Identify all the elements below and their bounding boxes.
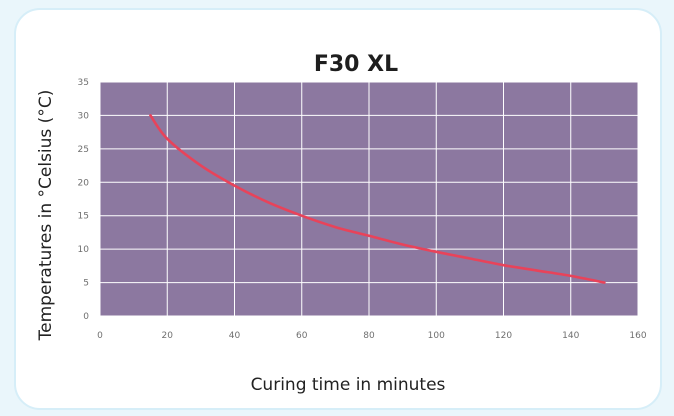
y-tick-label: 20 — [78, 178, 90, 188]
x-tick-label: 100 — [428, 331, 445, 341]
x-tick-label: 0 — [97, 331, 103, 341]
x-tick-label: 80 — [363, 331, 375, 341]
x-tick-label: 140 — [562, 331, 579, 341]
y-tick-label: 10 — [78, 245, 90, 255]
x-tick-label: 20 — [162, 331, 174, 341]
x-tick-label: 120 — [495, 331, 512, 341]
y-tick-label: 30 — [78, 111, 90, 121]
x-tick-label: 40 — [229, 331, 241, 341]
x-axis-label: Curing time in minutes — [251, 375, 446, 395]
y-tick-label: 15 — [78, 212, 89, 222]
x-tick-label: 60 — [296, 331, 308, 341]
chart-title: F30 XL — [314, 52, 398, 77]
plot-area: 0 20 40 60 80 100 120 140 160 0 5 10 15 20 25 30 35 — [78, 78, 647, 341]
series-line-0 — [149, 114, 606, 284]
y-tick-label: 25 — [78, 145, 89, 155]
y-tick-label: 5 — [83, 279, 89, 289]
y-axis-label: Temperatures in °Celsius (°C) — [36, 90, 56, 342]
y-tick-label: 0 — [83, 312, 89, 322]
x-tick-label: 160 — [629, 331, 646, 341]
y-tick-label: 35 — [78, 78, 89, 88]
